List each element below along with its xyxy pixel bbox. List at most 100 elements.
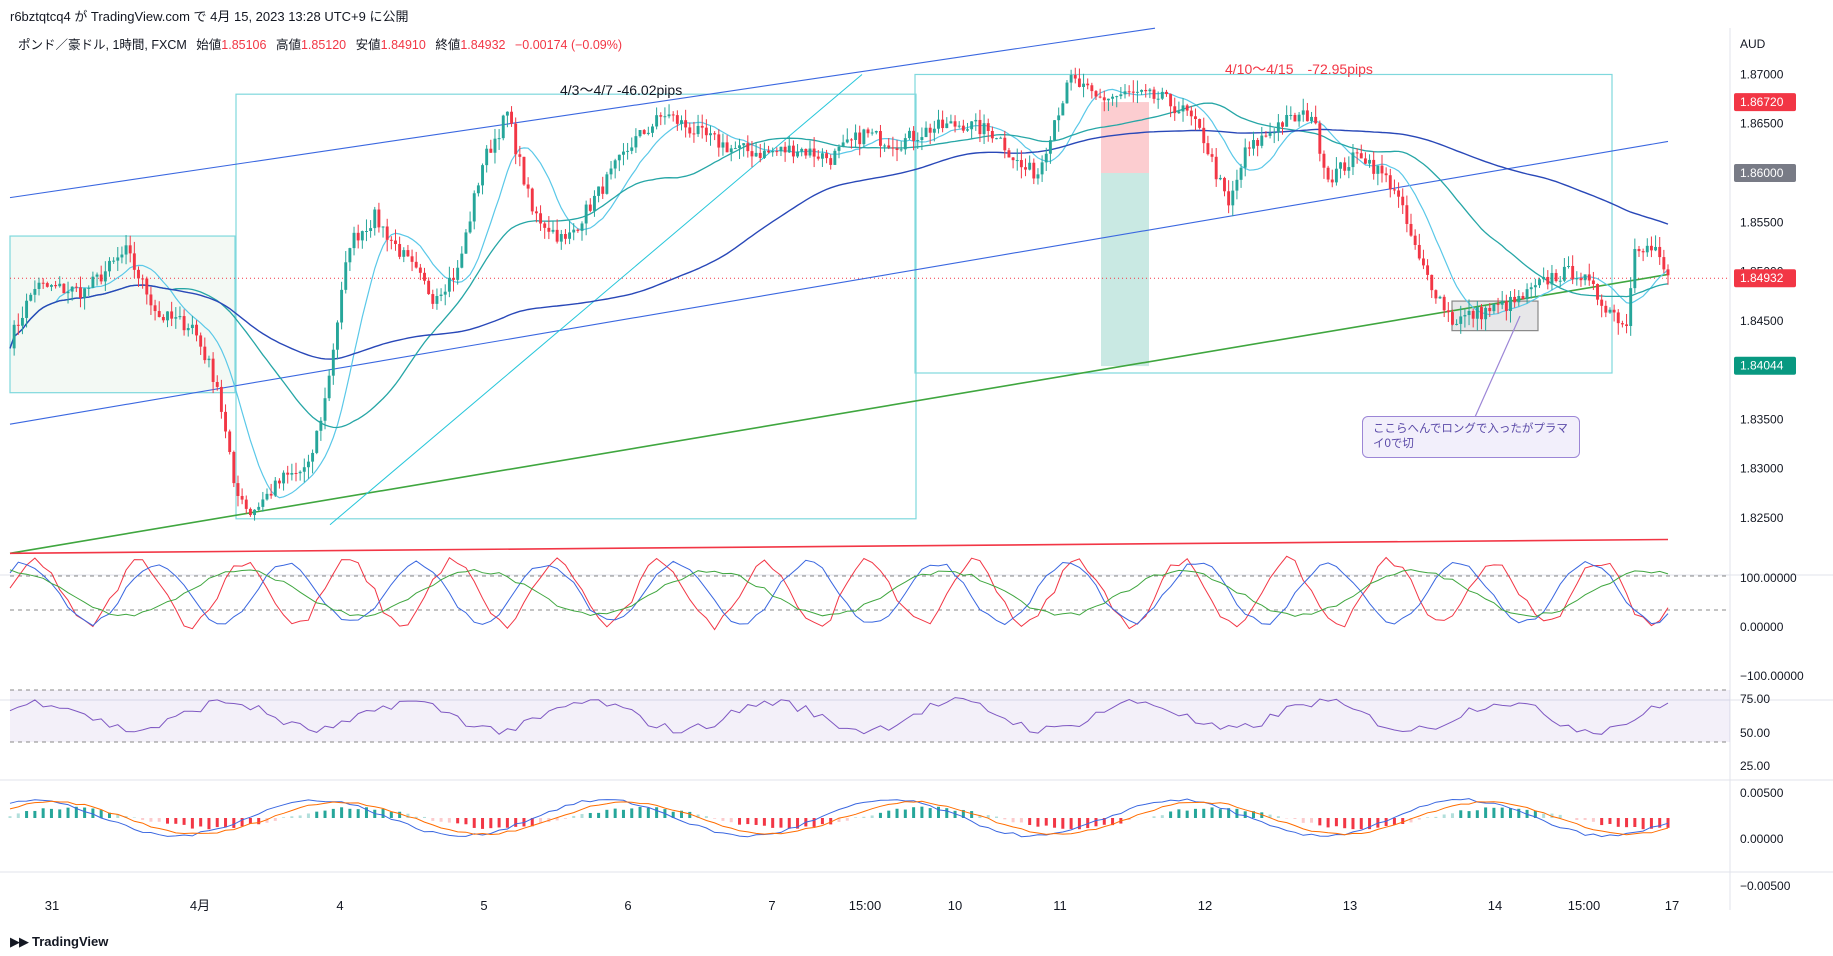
candle-body — [1480, 306, 1483, 320]
candle-body — [675, 115, 679, 124]
candle-body — [982, 123, 986, 135]
candle-body — [1264, 135, 1268, 137]
candle-body — [141, 278, 145, 280]
macd-histogram-bar — [240, 818, 244, 827]
tradingview-brand[interactable]: ▶▶ TradingView — [10, 934, 109, 949]
upper-channel-line — [9, 27, 1156, 199]
open-label: 始値 — [196, 38, 222, 52]
publish-info: r6bztqtcq4 が TradingView.com で 4月 15, 20… — [10, 9, 409, 24]
candle-body — [891, 147, 895, 149]
candle-body — [1256, 140, 1260, 146]
candle-body — [427, 280, 431, 295]
range-boxes[interactable] — [9, 73, 1613, 520]
candle-body — [1372, 159, 1376, 174]
candle-body — [1206, 143, 1210, 155]
candle-body — [456, 267, 460, 280]
candle-body — [153, 305, 157, 312]
macd-histogram-bar — [323, 810, 327, 818]
candle-body — [1442, 296, 1446, 311]
rsi-band — [10, 690, 1730, 742]
candle-body — [431, 294, 435, 304]
candle-body — [1426, 265, 1430, 275]
candle-body — [1509, 296, 1512, 312]
candle-body — [199, 335, 203, 347]
candle-body — [1301, 110, 1305, 115]
macd-histogram-bar — [33, 810, 37, 818]
candle-body — [1616, 312, 1620, 324]
candle-body — [195, 324, 198, 336]
candle-body — [1525, 289, 1529, 300]
candle-body — [849, 139, 853, 141]
macd-histogram-bar — [265, 818, 269, 823]
candle-body — [908, 130, 911, 139]
macd-histogram-bar — [1649, 818, 1653, 829]
candle-body — [54, 285, 58, 287]
long-entry-note[interactable]: ここらへんでロングで入ったがプラマイ0で切 — [1362, 416, 1580, 458]
time-tick-label: 17 — [1665, 898, 1679, 913]
candle-body — [762, 150, 766, 158]
candle-body — [116, 257, 120, 261]
trend-lines[interactable] — [9, 27, 1730, 555]
candle-body — [1293, 114, 1297, 122]
symbol-title[interactable]: ポンド／豪ドル, 1時間, FXCM — [18, 38, 187, 52]
candle-body — [978, 119, 982, 135]
candle-body — [1625, 324, 1629, 327]
macd-histogram-bar — [1102, 818, 1106, 825]
macd-histogram-bar — [563, 818, 567, 819]
candle-body — [684, 120, 688, 128]
candle-body — [1347, 167, 1351, 171]
candle-body — [709, 133, 712, 136]
macd-histogram-bar — [116, 814, 120, 818]
candle-body — [1227, 191, 1231, 206]
horizontal-resistance-line — [9, 538, 1669, 555]
macd-histogram-bar — [257, 818, 261, 825]
candle-body — [1305, 110, 1309, 122]
candle-body — [1467, 310, 1471, 316]
candle-body — [1542, 276, 1546, 280]
candle-body — [742, 143, 746, 146]
candle-body — [298, 471, 302, 474]
candle-body — [1252, 140, 1255, 149]
short-risk-zone — [1101, 102, 1149, 173]
macd-histogram-bar — [83, 807, 87, 818]
candle-body — [1662, 257, 1666, 270]
macd-histogram-bar — [58, 809, 62, 818]
macd-histogram-bar — [796, 818, 800, 829]
candle-body — [721, 142, 725, 148]
candle-body — [767, 150, 770, 153]
macd-histogram-bar — [1334, 818, 1338, 827]
indicator-axis-label: −0.00500 — [1740, 879, 1791, 893]
macd-histogram-bar — [456, 818, 460, 824]
candle-body — [49, 285, 53, 287]
candle-body — [704, 127, 708, 136]
macd-histogram-bar — [199, 818, 203, 827]
macd-histogram-bar — [1368, 818, 1372, 830]
macd-histogram-bar — [398, 811, 402, 818]
candle-body — [373, 209, 377, 229]
candle-body — [16, 324, 20, 326]
candle-body — [1069, 75, 1073, 83]
macd-histogram-bar — [1077, 818, 1081, 830]
candle-body — [45, 283, 49, 287]
macd-histogram-bar — [1426, 817, 1430, 818]
candle-body — [995, 138, 998, 140]
macd-histogram-bar — [414, 816, 418, 818]
candle-body — [58, 283, 62, 287]
candle-body — [1434, 290, 1438, 299]
macd-histogram-bar — [1442, 814, 1446, 818]
candle-body — [592, 195, 596, 211]
macd-histogram-bar — [1243, 811, 1247, 818]
macd-histogram-bar — [1616, 818, 1620, 827]
candle-body — [630, 147, 634, 151]
macd-histogram-bar — [290, 816, 294, 818]
macd-histogram-bar — [638, 806, 642, 818]
candle-body — [1658, 246, 1662, 258]
candle-body — [83, 288, 87, 298]
macd-histogram-bar — [1459, 810, 1463, 818]
candle-body — [414, 261, 418, 268]
macd-histogram-bar — [704, 816, 708, 818]
candle-body — [999, 137, 1003, 139]
price-tick-label: 1.83500 — [1740, 412, 1784, 426]
macd-histogram-bar — [754, 818, 758, 825]
